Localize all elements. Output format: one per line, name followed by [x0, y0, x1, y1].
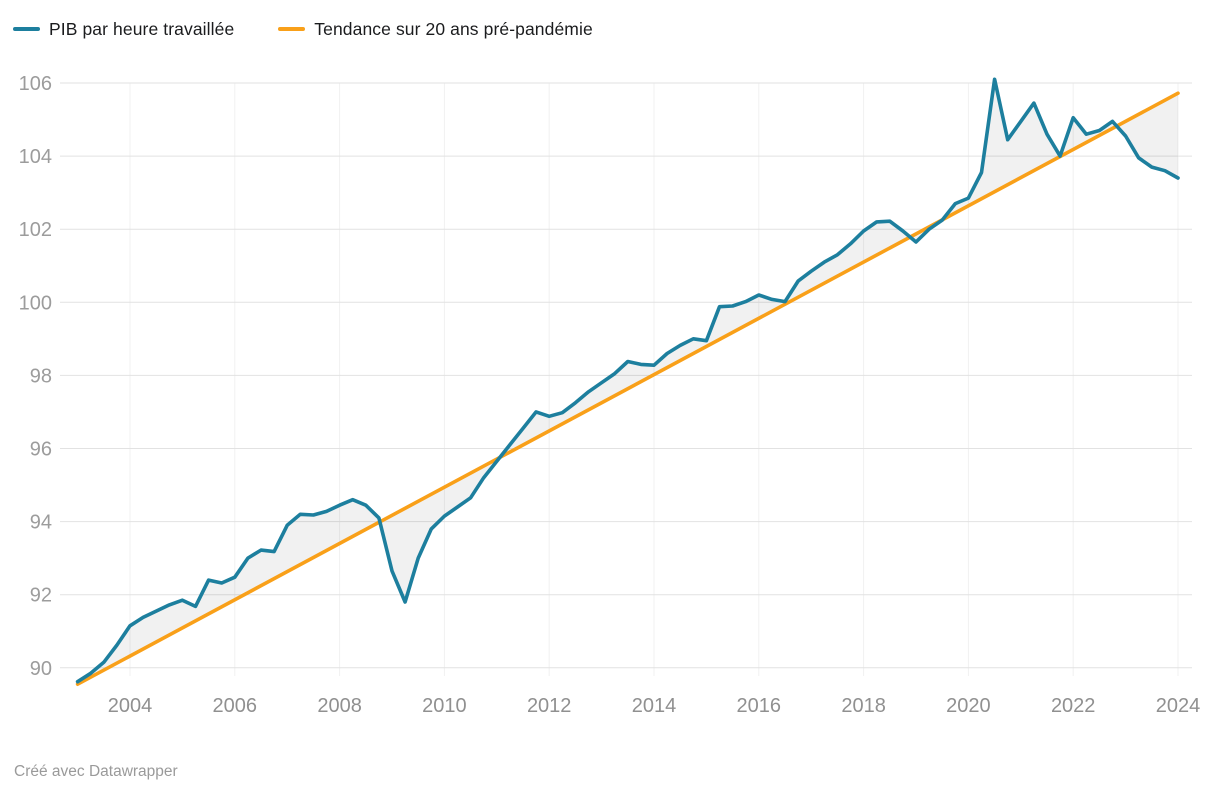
legend-label-trend: Tendance sur 20 ans pré-pandémie — [314, 18, 593, 39]
legend: PIB par heure travaillée Tendance sur 20… — [13, 15, 593, 43]
x-axis-tick-label: 2010 — [422, 695, 467, 717]
pib-line-swatch-icon — [13, 27, 40, 31]
x-axis-tick-label: 2008 — [317, 695, 362, 717]
legend-label-pib: PIB par heure travaillée — [49, 18, 235, 39]
trend-line-swatch-icon — [278, 27, 306, 31]
x-axis-tick-label: 2014 — [632, 695, 677, 717]
y-axis-tick-label: 98 — [30, 365, 52, 387]
y-axis-tick-label: 92 — [30, 585, 52, 607]
x-axis-tick-label: 2018 — [841, 695, 886, 717]
x-axis-tick-label: 2016 — [737, 695, 782, 717]
x-axis-tick-label: 2020 — [946, 695, 991, 717]
y-axis-tick-label: 102 — [19, 219, 52, 241]
x-axis-tick-label: 2004 — [108, 695, 153, 717]
area-between-series — [77, 79, 1179, 685]
legend-item-pib: PIB par heure travaillée — [13, 19, 234, 40]
y-axis-tick-label: 90 — [30, 658, 52, 680]
legend-item-trend: Tendance sur 20 ans pré-pandémie — [278, 19, 593, 40]
x-axis-tick-label: 2006 — [213, 695, 258, 717]
series-line-trend — [75, 91, 1180, 686]
y-axis-tick-label: 104 — [19, 146, 52, 168]
datawrapper-credit: Créé avec Datawrapper — [14, 763, 178, 780]
x-axis-tick-label: 2024 — [1156, 695, 1201, 717]
x-axis-tick-label: 2022 — [1051, 695, 1096, 717]
y-axis-tick-label: 100 — [19, 292, 52, 314]
x-axis-tick-label: 2012 — [527, 695, 572, 717]
y-axis-tick-label: 96 — [30, 439, 52, 461]
y-axis-tick-label: 94 — [30, 512, 52, 534]
series-line-pib — [75, 77, 1180, 684]
y-axis-tick-label: 106 — [19, 73, 52, 95]
